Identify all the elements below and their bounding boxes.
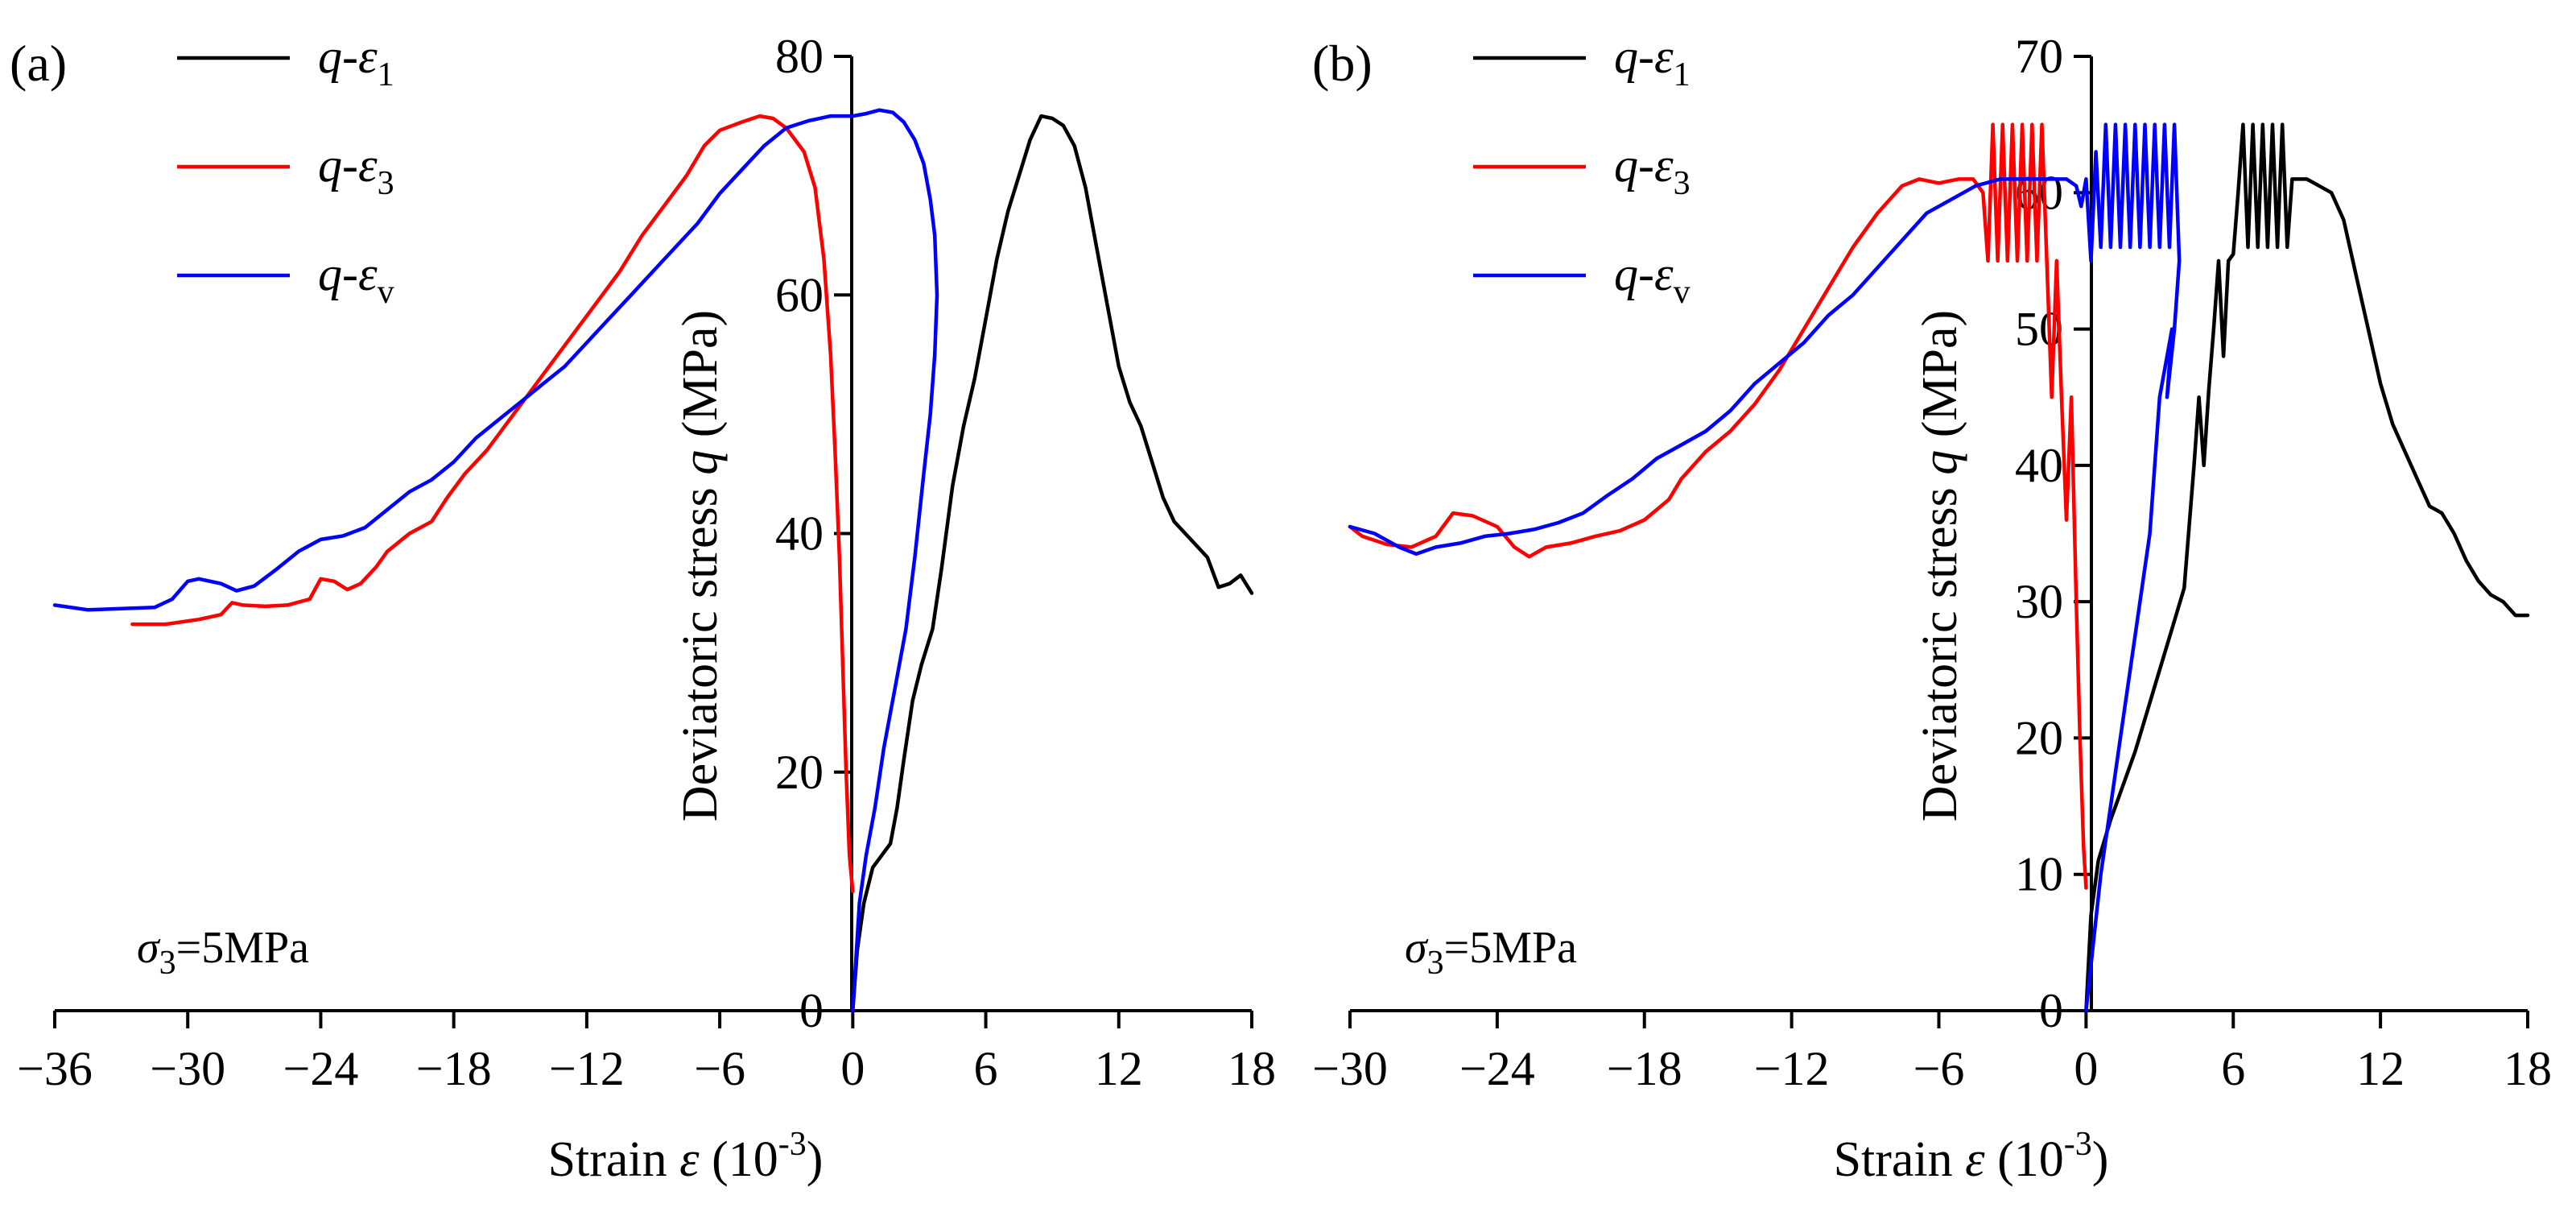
series-line-b-3 bbox=[1348, 122, 2088, 890]
y-tick-label-a-3: 60 bbox=[775, 268, 824, 321]
x-tick-label-a-1: −30 bbox=[150, 1042, 225, 1095]
panel-label-b: (b) bbox=[1312, 35, 1373, 92]
x-tick-label-b-2: −18 bbox=[1607, 1042, 1682, 1095]
y-tick-label-b-0: 0 bbox=[2039, 984, 2063, 1037]
sigma3-annotation-a: σ3=5MPa bbox=[137, 923, 309, 982]
series-line-a-1 bbox=[851, 114, 1254, 1013]
panel-label-a: (a) bbox=[10, 35, 67, 92]
legend-label-a-1: q-ε1 bbox=[318, 30, 394, 93]
y-tick-label-a-0: 0 bbox=[799, 984, 824, 1037]
y-tick-label-b-1: 10 bbox=[2015, 848, 2063, 901]
x-tick-label-b-7: 12 bbox=[2356, 1042, 2405, 1095]
x-tick-label-b-0: −30 bbox=[1312, 1042, 1388, 1095]
x-tick-label-a-8: 12 bbox=[1095, 1042, 1143, 1095]
x-tick-label-a-0: −36 bbox=[17, 1042, 93, 1095]
y-tick-label-a-2: 40 bbox=[775, 507, 824, 560]
y-tick-label-b-7: 70 bbox=[2015, 30, 2063, 83]
x-tick-label-a-9: 18 bbox=[1228, 1042, 1276, 1095]
x-axis-label-b: Strain ε (10-3) bbox=[1834, 1126, 2109, 1187]
x-tick-label-b-5: 0 bbox=[2074, 1042, 2098, 1095]
x-tick-label-b-3: −12 bbox=[1754, 1042, 1830, 1095]
panel-a: −36 −30 −24 −18 −12 −6 0 6 12 18 0 20 40 60 80 (a) q-ε1 q… bbox=[10, 30, 1276, 1187]
x-tick-label-a-2: −24 bbox=[283, 1042, 359, 1095]
y-tick-label-b-3: 30 bbox=[2015, 575, 2063, 628]
y-axis-label-a: Deviatoric stress q (MPa) bbox=[673, 310, 728, 821]
series-line-b-1 bbox=[2084, 122, 2530, 1013]
sigma3-annotation-b: σ3=5MPa bbox=[1405, 923, 1577, 982]
x-tick-label-a-7: 6 bbox=[974, 1042, 998, 1095]
series-line-b-v bbox=[1348, 122, 2182, 1013]
series-line-a-v bbox=[52, 108, 939, 1013]
x-tick-label-b-4: −6 bbox=[1913, 1042, 1965, 1095]
y-axis-label-b: Deviatoric stress q (MPa) bbox=[1913, 310, 1967, 821]
x-tick-label-b-1: −24 bbox=[1459, 1042, 1535, 1095]
legend-label-a-3: q-ε3 bbox=[318, 139, 394, 202]
x-axis-label-a: Strain ε (10-3) bbox=[548, 1126, 824, 1187]
legend-label-b-v: q-εv bbox=[1614, 247, 1690, 311]
x-tick-label-a-6: 0 bbox=[840, 1042, 865, 1095]
y-tick-label-b-4: 40 bbox=[2015, 439, 2063, 492]
x-tick-label-a-3: −18 bbox=[416, 1042, 492, 1095]
y-tick-label-a-1: 20 bbox=[775, 746, 824, 799]
x-tick-label-a-5: −6 bbox=[694, 1042, 745, 1095]
y-tick-label-b-2: 20 bbox=[2015, 711, 2063, 764]
x-tick-label-a-4: −12 bbox=[549, 1042, 625, 1095]
legend-label-b-3: q-ε3 bbox=[1614, 139, 1690, 202]
series-line-a-3 bbox=[130, 114, 855, 894]
y-tick-label-a-4: 80 bbox=[775, 30, 824, 83]
x-tick-label-b-6: 6 bbox=[2221, 1042, 2245, 1095]
x-tick-label-b-8: 18 bbox=[2504, 1042, 2552, 1095]
legend-label-a-v: q-εv bbox=[318, 247, 394, 311]
legend-label-b-1: q-ε1 bbox=[1614, 30, 1690, 93]
